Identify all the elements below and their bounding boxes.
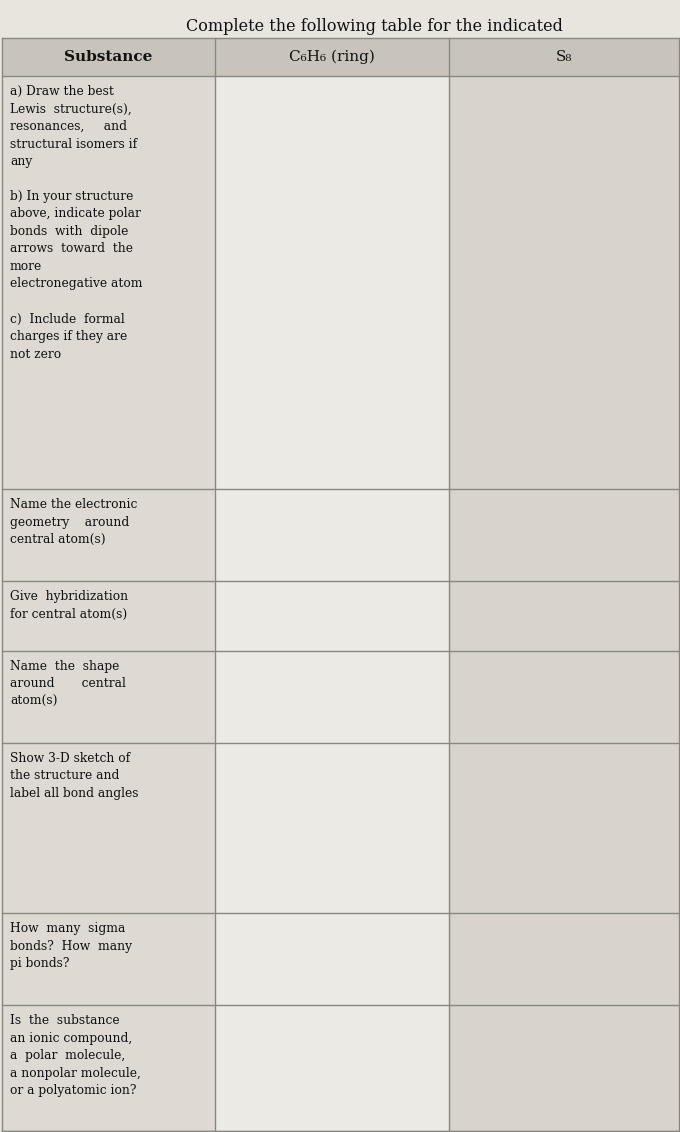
Bar xyxy=(2,651,216,743)
Bar xyxy=(449,914,679,1005)
Bar xyxy=(2,1005,216,1131)
Text: Name  the  shape
around       central
atom(s): Name the shape around central atom(s) xyxy=(10,660,126,708)
Bar xyxy=(216,743,449,914)
Bar xyxy=(2,489,216,581)
Bar xyxy=(449,581,679,651)
Bar xyxy=(216,651,449,743)
Bar xyxy=(216,914,449,1005)
Bar xyxy=(216,1005,449,1131)
Text: Show 3-D sketch of
the structure and
label all bond angles: Show 3-D sketch of the structure and lab… xyxy=(10,752,139,799)
Text: Give  hybridization
for central atom(s): Give hybridization for central atom(s) xyxy=(10,590,128,620)
Bar xyxy=(449,743,679,914)
Bar xyxy=(449,651,679,743)
Text: a) Draw the best
Lewis  structure(s),
resonances,     and
structural isomers if
: a) Draw the best Lewis structure(s), res… xyxy=(10,85,143,360)
Bar xyxy=(216,489,449,581)
Bar xyxy=(2,38,216,76)
Bar xyxy=(449,38,679,76)
Bar xyxy=(449,1005,679,1131)
Bar xyxy=(216,581,449,651)
Text: S₈: S₈ xyxy=(556,50,572,65)
Bar xyxy=(2,743,216,914)
Bar xyxy=(216,76,449,489)
Text: Name the electronic
geometry    around
central atom(s): Name the electronic geometry around cent… xyxy=(10,498,137,546)
Bar xyxy=(2,581,216,651)
Bar xyxy=(216,38,449,76)
Bar xyxy=(2,914,216,1005)
Text: How  many  sigma
bonds?  How  many
pi bonds?: How many sigma bonds? How many pi bonds? xyxy=(10,923,132,970)
Bar xyxy=(2,76,216,489)
Bar xyxy=(449,76,679,489)
Text: C₆H₆ (ring): C₆H₆ (ring) xyxy=(289,50,375,65)
Text: Is  the  substance
an ionic compound,
a  polar  molecule,
a nonpolar molecule,
o: Is the substance an ionic compound, a po… xyxy=(10,1014,141,1097)
Text: Substance: Substance xyxy=(65,50,153,65)
Bar xyxy=(449,489,679,581)
Text: Complete the following table for the indicated: Complete the following table for the ind… xyxy=(186,18,562,35)
